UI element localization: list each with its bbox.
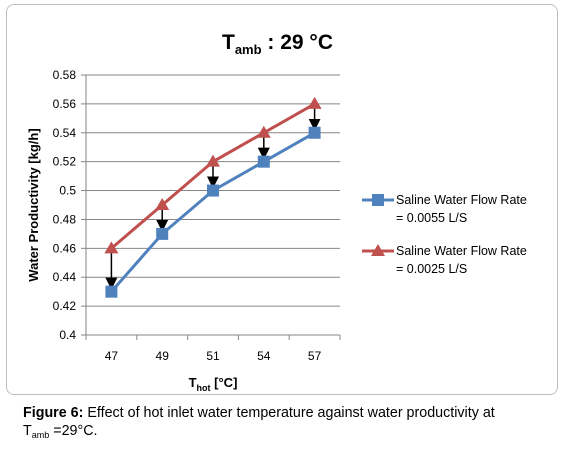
caption-line2-rest: =29°C. [49,423,98,439]
x-axis-label-sub: hot [197,383,211,393]
chart-svg: Tamb : 29 °C Water Productivity [kg/h] T… [26,31,527,393]
data-point-square [257,155,270,168]
x-tick-label: 51 [206,349,220,363]
data-point-triangle [206,154,220,167]
y-axis-label: Water Productivity [kg/h] [26,128,41,281]
legend-entry-series-2: Saline Water Flow Rate = 0.0025 L/S [362,244,527,276]
legend-marker-triangle [371,244,385,256]
data-point-triangle [256,125,271,138]
y-tick-label: 0.52 [53,155,77,169]
data-point-square [207,184,219,197]
legend-marker-square [372,194,384,206]
x-axis-label-main: T [189,375,197,390]
chart-title: Tamb : 29 °C [222,31,333,57]
legend-label-series-1-line1: Saline Water Flow Rate [396,193,527,207]
axes [81,74,341,340]
annotation-arrows [105,105,321,290]
x-axis-label-rest: [°C] [211,375,238,390]
y-tick-label: 0.54 [53,126,77,140]
caption-label: Figure 6: [23,405,84,421]
chart-title-main: T [222,31,235,54]
legend-label-series-2-line1: Saline Water Flow Rate [396,244,527,258]
y-tick-label: 0.5 [59,184,76,198]
caption-text: Effect of hot inlet water temperature ag… [83,405,495,421]
data-point-triangle [104,241,119,254]
y-tick-label: 0.48 [53,212,77,226]
y-tick-labels: 0.4 0.42 0.44 0.46 0.48 0.5 0.52 0.54 0.56 0.58 [53,68,77,342]
data-point-triangle [155,198,170,210]
y-tick-label: 0.58 [53,68,77,82]
data-point-square [308,126,321,139]
x-axis-label: Thot [°C] [189,375,238,393]
data-point-triangle [307,96,322,109]
legend: Saline Water Flow Rate = 0.0055 L/S Sali… [362,193,527,276]
caption-line2-main: T [23,423,32,439]
legend-entry-series-1: Saline Water Flow Rate = 0.0055 L/S [362,193,527,225]
y-tick-label: 0.4 [59,328,76,342]
chart-title-sub: amb [235,42,262,57]
x-tick-label: 57 [308,349,322,363]
x-tick-label: 54 [257,349,271,363]
data-point-square [156,227,169,240]
chart-title-rest: : 29 °C [262,31,333,54]
x-tick-labels: 47 49 51 54 57 [105,349,322,363]
figure-caption: Figure 6: Effect of hot inlet water temp… [23,404,553,444]
y-tick-label: 0.46 [53,241,77,255]
legend-label-series-2-line2: = 0.0025 L/S [396,262,467,276]
y-tick-label: 0.56 [53,97,77,111]
data-point-square [105,285,118,298]
chart-frame [6,4,558,395]
y-tick-label: 0.42 [53,299,77,313]
series-group [104,96,322,298]
legend-label-series-1-line2: = 0.0055 L/S [396,211,467,225]
caption-line2-sub: amb [31,430,50,440]
y-tick-label: 0.44 [53,270,77,284]
x-tick-label: 49 [156,349,170,363]
x-tick-label: 47 [105,349,119,363]
